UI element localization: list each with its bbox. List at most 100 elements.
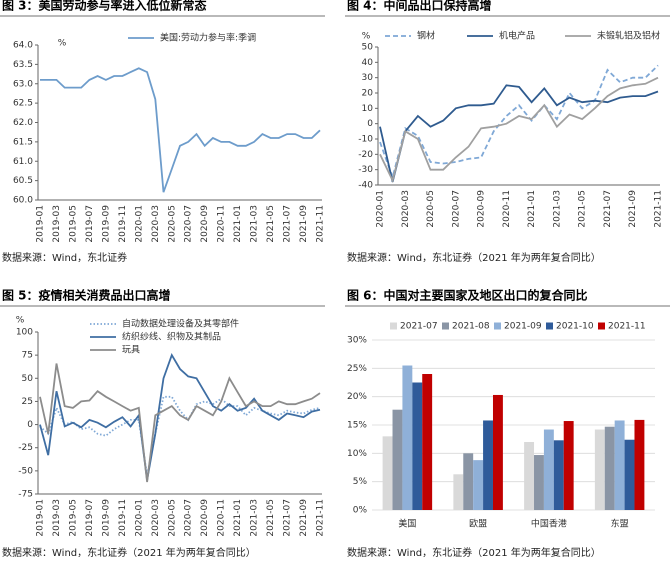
bar bbox=[402, 365, 413, 510]
x-tick-label: 2020-11 bbox=[217, 499, 227, 537]
y-tick-label: 20% bbox=[347, 392, 367, 402]
x-tick-label: 2021-03 bbox=[552, 190, 562, 228]
y-tick-label: 0% bbox=[353, 506, 368, 516]
bar bbox=[634, 419, 645, 510]
y-tick-label: -10 bbox=[358, 135, 373, 145]
x-tick-label: 2020-03 bbox=[401, 190, 411, 228]
legend-label: 2021-11 bbox=[608, 322, 646, 332]
source-note: 数据来源：Wind，东北证券（2021 年为两年复合同比） bbox=[347, 251, 601, 264]
y-tick-label: 60.5 bbox=[13, 176, 33, 186]
x-tick-label: 2020-09 bbox=[477, 190, 487, 228]
bar bbox=[473, 460, 484, 510]
legend-label: 2021-09 bbox=[504, 322, 542, 332]
bar bbox=[422, 374, 433, 510]
x-tick-label: 2019-07 bbox=[85, 205, 95, 243]
y-tick-label: 75 bbox=[22, 351, 33, 361]
bar bbox=[594, 429, 605, 510]
legend-label: 2021-08 bbox=[452, 322, 490, 332]
x-tick-label: 2021-11 bbox=[316, 205, 326, 243]
x-tick-label: 2021-11 bbox=[654, 190, 664, 228]
y-tick-label: 64.0 bbox=[13, 41, 33, 51]
y-tick-label: 63.5 bbox=[13, 60, 33, 70]
x-tick-label: 2020-07 bbox=[184, 499, 194, 537]
y-tick-label: 20 bbox=[362, 89, 374, 99]
y-tick-label: -75 bbox=[18, 490, 33, 500]
bar bbox=[463, 453, 474, 510]
x-tick-label: 2021-07 bbox=[283, 205, 293, 243]
x-tick-label: 2019-11 bbox=[118, 499, 128, 537]
legend-label: 钢材 bbox=[417, 30, 435, 42]
x-tick-label: 2019-03 bbox=[52, 205, 62, 243]
x-tick-label: 2019-01 bbox=[36, 205, 46, 243]
y-tick-label: 25 bbox=[22, 397, 33, 407]
x-tick-label: 2020-07 bbox=[451, 190, 461, 228]
legend-swatch bbox=[390, 322, 397, 330]
y-tick-label: 0 bbox=[27, 420, 33, 430]
x-tick-label: 2020-03 bbox=[151, 499, 161, 537]
x-tick-label: 2019-05 bbox=[68, 205, 78, 243]
x-tick-label: 2021-01 bbox=[233, 205, 243, 243]
y-unit: % bbox=[362, 32, 371, 42]
x-tick-label: 美国 bbox=[398, 518, 416, 530]
legend-swatch bbox=[442, 322, 449, 330]
x-tick-label: 2019-01 bbox=[36, 499, 46, 537]
x-tick-label: 2021-03 bbox=[250, 205, 260, 243]
x-tick-label: 2020-05 bbox=[167, 205, 177, 243]
series-line bbox=[39, 395, 321, 476]
x-tick-label: 2020-05 bbox=[167, 499, 177, 537]
y-tick-label: 5% bbox=[353, 477, 368, 487]
x-tick-label: 2019-09 bbox=[101, 499, 111, 537]
y-tick-label: 30% bbox=[347, 336, 367, 346]
x-tick-label: 2021-01 bbox=[527, 190, 537, 228]
y-tick-label: -20 bbox=[358, 150, 373, 160]
x-tick-label: 中国香港 bbox=[531, 518, 567, 530]
bar bbox=[492, 394, 503, 510]
bar bbox=[553, 440, 564, 510]
series-line bbox=[40, 67, 321, 193]
x-tick-label: 2021-03 bbox=[250, 499, 260, 537]
legend-label: 2021-07 bbox=[400, 322, 438, 332]
y-tick-label: 61.0 bbox=[13, 157, 33, 167]
source-note: 数据来源：Wind，东北证券（2021 年为两年复合同比） bbox=[347, 546, 601, 559]
y-unit: % bbox=[58, 39, 67, 49]
x-tick-label: 2020-05 bbox=[426, 190, 436, 228]
x-tick-label: 2019-03 bbox=[52, 499, 62, 537]
x-tick-label: 2019-07 bbox=[85, 499, 95, 537]
legend-label: 纺织纱线、织物及其制品 bbox=[122, 331, 221, 343]
x-tick-label: 欧盟 bbox=[469, 518, 487, 530]
x-tick-label: 2021-07 bbox=[603, 190, 613, 228]
x-tick-label: 2021-05 bbox=[266, 205, 276, 243]
x-tick-label: 2021-05 bbox=[578, 190, 588, 228]
series-line bbox=[379, 64, 659, 181]
bar bbox=[483, 420, 493, 510]
y-tick-label: -25 bbox=[18, 443, 33, 453]
y-tick-label: 100 bbox=[16, 328, 33, 338]
x-tick-label: 2021-11 bbox=[316, 499, 326, 537]
y-tick-label: 62.5 bbox=[13, 99, 33, 109]
y-tick-label: 50 bbox=[362, 43, 374, 53]
y-tick-label: 30 bbox=[362, 73, 374, 83]
series-line bbox=[39, 352, 321, 481]
bar bbox=[563, 421, 574, 510]
x-tick-label: 2021-07 bbox=[283, 499, 293, 537]
legend-swatch bbox=[598, 322, 605, 330]
x-tick-label: 2020-09 bbox=[200, 205, 210, 243]
x-tick-label: 2021-09 bbox=[299, 205, 309, 243]
legend-label: 2021-10 bbox=[556, 322, 594, 332]
legend-swatch bbox=[494, 322, 501, 330]
y-tick-label: 61.5 bbox=[13, 137, 33, 147]
x-tick-label: 2021-05 bbox=[266, 499, 276, 537]
y-tick-label: 15% bbox=[347, 421, 367, 431]
x-tick-label: 2021-01 bbox=[233, 499, 243, 537]
y-tick-label: 10% bbox=[347, 449, 367, 459]
legend-label: 机电产品 bbox=[499, 30, 535, 42]
chart-title: 图 4：中间品出口保持高增 bbox=[347, 0, 492, 13]
source-note: 数据来源：Wind，东北证券（2021 年为两年复合同比） bbox=[2, 546, 256, 559]
bar bbox=[624, 439, 635, 510]
chart-title: 图 3：美国劳动参与率进入低位新常态 bbox=[2, 0, 207, 13]
x-tick-label: 2020-01 bbox=[134, 205, 144, 243]
x-tick-label: 2021-09 bbox=[299, 499, 309, 537]
series-line bbox=[379, 76, 659, 184]
bar bbox=[524, 442, 535, 510]
y-tick-label: 62.0 bbox=[13, 118, 33, 128]
